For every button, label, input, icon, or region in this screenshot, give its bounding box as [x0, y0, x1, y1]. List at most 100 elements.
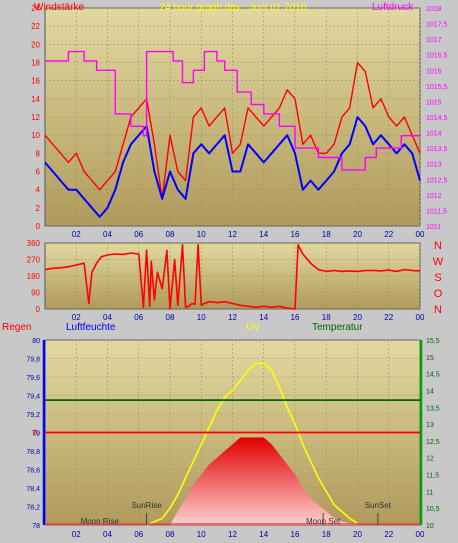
x-tick-label: 18	[322, 313, 331, 322]
y-right-tick-label: 12	[426, 456, 434, 463]
label-temperatur: Temperatur	[312, 322, 363, 333]
chart-title: 24 hour graph day , Juni 01 2016	[160, 2, 307, 13]
y-right-tick-label: 1014	[426, 131, 442, 138]
compass-label: W	[433, 256, 444, 268]
y-right-tick-label: 1012	[426, 193, 442, 200]
y-left-tick-label: 0	[36, 222, 41, 231]
y-left-tick-label: 79,4	[26, 394, 40, 401]
y-right-tick-label: 1016	[426, 68, 442, 75]
y-left-tick-label: 78	[32, 523, 40, 530]
x-tick-label: 06	[134, 313, 143, 322]
y-right-tick-label: 12,5	[426, 439, 440, 446]
y-left-tick-label: 79,2	[26, 412, 40, 419]
y-left-tick-label: 78,4	[26, 486, 40, 493]
y-left-tick-label: 78,2	[26, 505, 40, 512]
x-tick-label: 14	[259, 230, 268, 239]
y-left-tick-label: 18	[31, 59, 40, 68]
x-tick-label: 20	[353, 230, 362, 239]
annotation-sunset: SunSet	[365, 501, 392, 510]
compass-label: O	[434, 288, 443, 300]
rain-humidity-uv-temperature-chart: 02 04 06 08 10 12 14 16 18 20 22 00 78 78,2 78,4 78,6 78…	[2, 322, 440, 539]
y-left-tick-label: 78,8	[26, 449, 40, 456]
x-tick-label: 06	[134, 530, 143, 539]
y-right-tick-label: 11	[426, 489, 433, 496]
left-axis-label: Windstärke	[34, 2, 84, 13]
y-right-tick-label: 1012,5	[426, 177, 448, 184]
y-left-tick-label: 6	[36, 168, 41, 177]
annotation-moonset: Moon Set	[306, 517, 341, 526]
y-tick-label: 180	[27, 272, 41, 281]
x-tick-label: 04	[103, 230, 112, 239]
x-tick-label: 16	[291, 530, 300, 539]
x-tick-label: 02	[72, 313, 81, 322]
y-left-tick-label: 22	[31, 22, 40, 31]
x-tick-label: 12	[228, 313, 237, 322]
uv-line	[146, 362, 358, 526]
x-tick-label: 10	[197, 230, 206, 239]
y-left-tick-label: 14	[31, 95, 40, 104]
wind-series-line	[44, 116, 421, 218]
compass-label: N	[434, 240, 442, 252]
y-right-tick-label: 1011,5	[426, 208, 447, 215]
y-left-tick-label: 79	[32, 431, 40, 438]
x-tick-label: 14	[259, 530, 268, 539]
y-right-tick-label: 1013,5	[426, 146, 448, 153]
y-left-tick-label: 4	[36, 186, 41, 195]
right-axis-label: Luftdruck	[372, 2, 414, 13]
x-tick-label: 18	[322, 230, 331, 239]
y-right-tick-label: 1011	[426, 224, 441, 231]
y-right-tick-label: 1017	[426, 37, 442, 44]
compass-label: S	[434, 272, 441, 284]
x-tick-label: 08	[166, 313, 175, 322]
annotation-moonrise: Moon Rise	[81, 517, 120, 526]
x-tick-label: 06	[134, 230, 143, 239]
x-tick-label: 22	[384, 230, 393, 239]
direction-series-line	[44, 244, 421, 310]
y-left-tick-label: 10	[31, 131, 40, 140]
y-left-tick-label: 78,6	[26, 468, 40, 475]
x-tick-label: 02	[72, 230, 81, 239]
x-tick-label: 18	[322, 530, 331, 539]
x-tick-label: 10	[197, 313, 206, 322]
x-tick-label: 10	[197, 530, 206, 539]
gust-series-line	[44, 61, 421, 200]
label-uv: UV	[246, 322, 260, 333]
x-tick-label: 16	[291, 313, 300, 322]
x-tick-label: 12	[228, 530, 237, 539]
y-right-tick-label: 10	[426, 523, 434, 530]
pressure-series-line	[45, 50, 420, 171]
label-regen: Regen	[2, 322, 31, 333]
y-right-tick-label: 1013	[426, 162, 442, 169]
y-right-tick-label: 1015	[426, 99, 442, 106]
y-right-tick-label: 1018	[426, 6, 442, 13]
y-left-tick-label: 24	[31, 4, 40, 13]
x-tick-label: 14	[259, 313, 268, 322]
y-left-tick-label: 16	[31, 77, 40, 86]
y-left-tick-label: 12	[31, 113, 40, 122]
y-right-tick-label: 15,5	[426, 338, 440, 345]
y-right-tick-label: 14	[426, 388, 434, 395]
x-tick-label: 16	[291, 230, 300, 239]
x-tick-label: 02	[72, 530, 81, 539]
y-right-tick-label: 11,5	[426, 473, 439, 480]
compass-label: N	[434, 304, 442, 316]
rain-zero-marker: 0	[33, 429, 38, 438]
y-left-tick-label: 2	[36, 204, 41, 213]
label-luftfeuchte: Luftfeuchte	[66, 322, 116, 333]
y-tick-label: 360	[27, 239, 41, 248]
y-right-tick-label: 1015,5	[426, 84, 448, 91]
x-tick-label: 00	[416, 230, 425, 239]
y-right-tick-label: 1014,5	[426, 115, 448, 122]
y-right-tick-label: 14,5	[426, 372, 440, 379]
y-tick-label: 270	[27, 256, 41, 265]
y-tick-label: 90	[31, 289, 40, 298]
x-tick-label: 22	[384, 313, 393, 322]
y-right-tick-label: 1017,5	[426, 22, 448, 29]
y-right-tick-label: 13,5	[426, 405, 440, 412]
x-tick-label: 04	[103, 530, 112, 539]
x-tick-label: 20	[353, 530, 362, 539]
x-tick-label: 08	[166, 230, 175, 239]
y-right-tick-label: 13	[426, 422, 434, 429]
y-left-tick-label: 79,8	[26, 357, 40, 364]
